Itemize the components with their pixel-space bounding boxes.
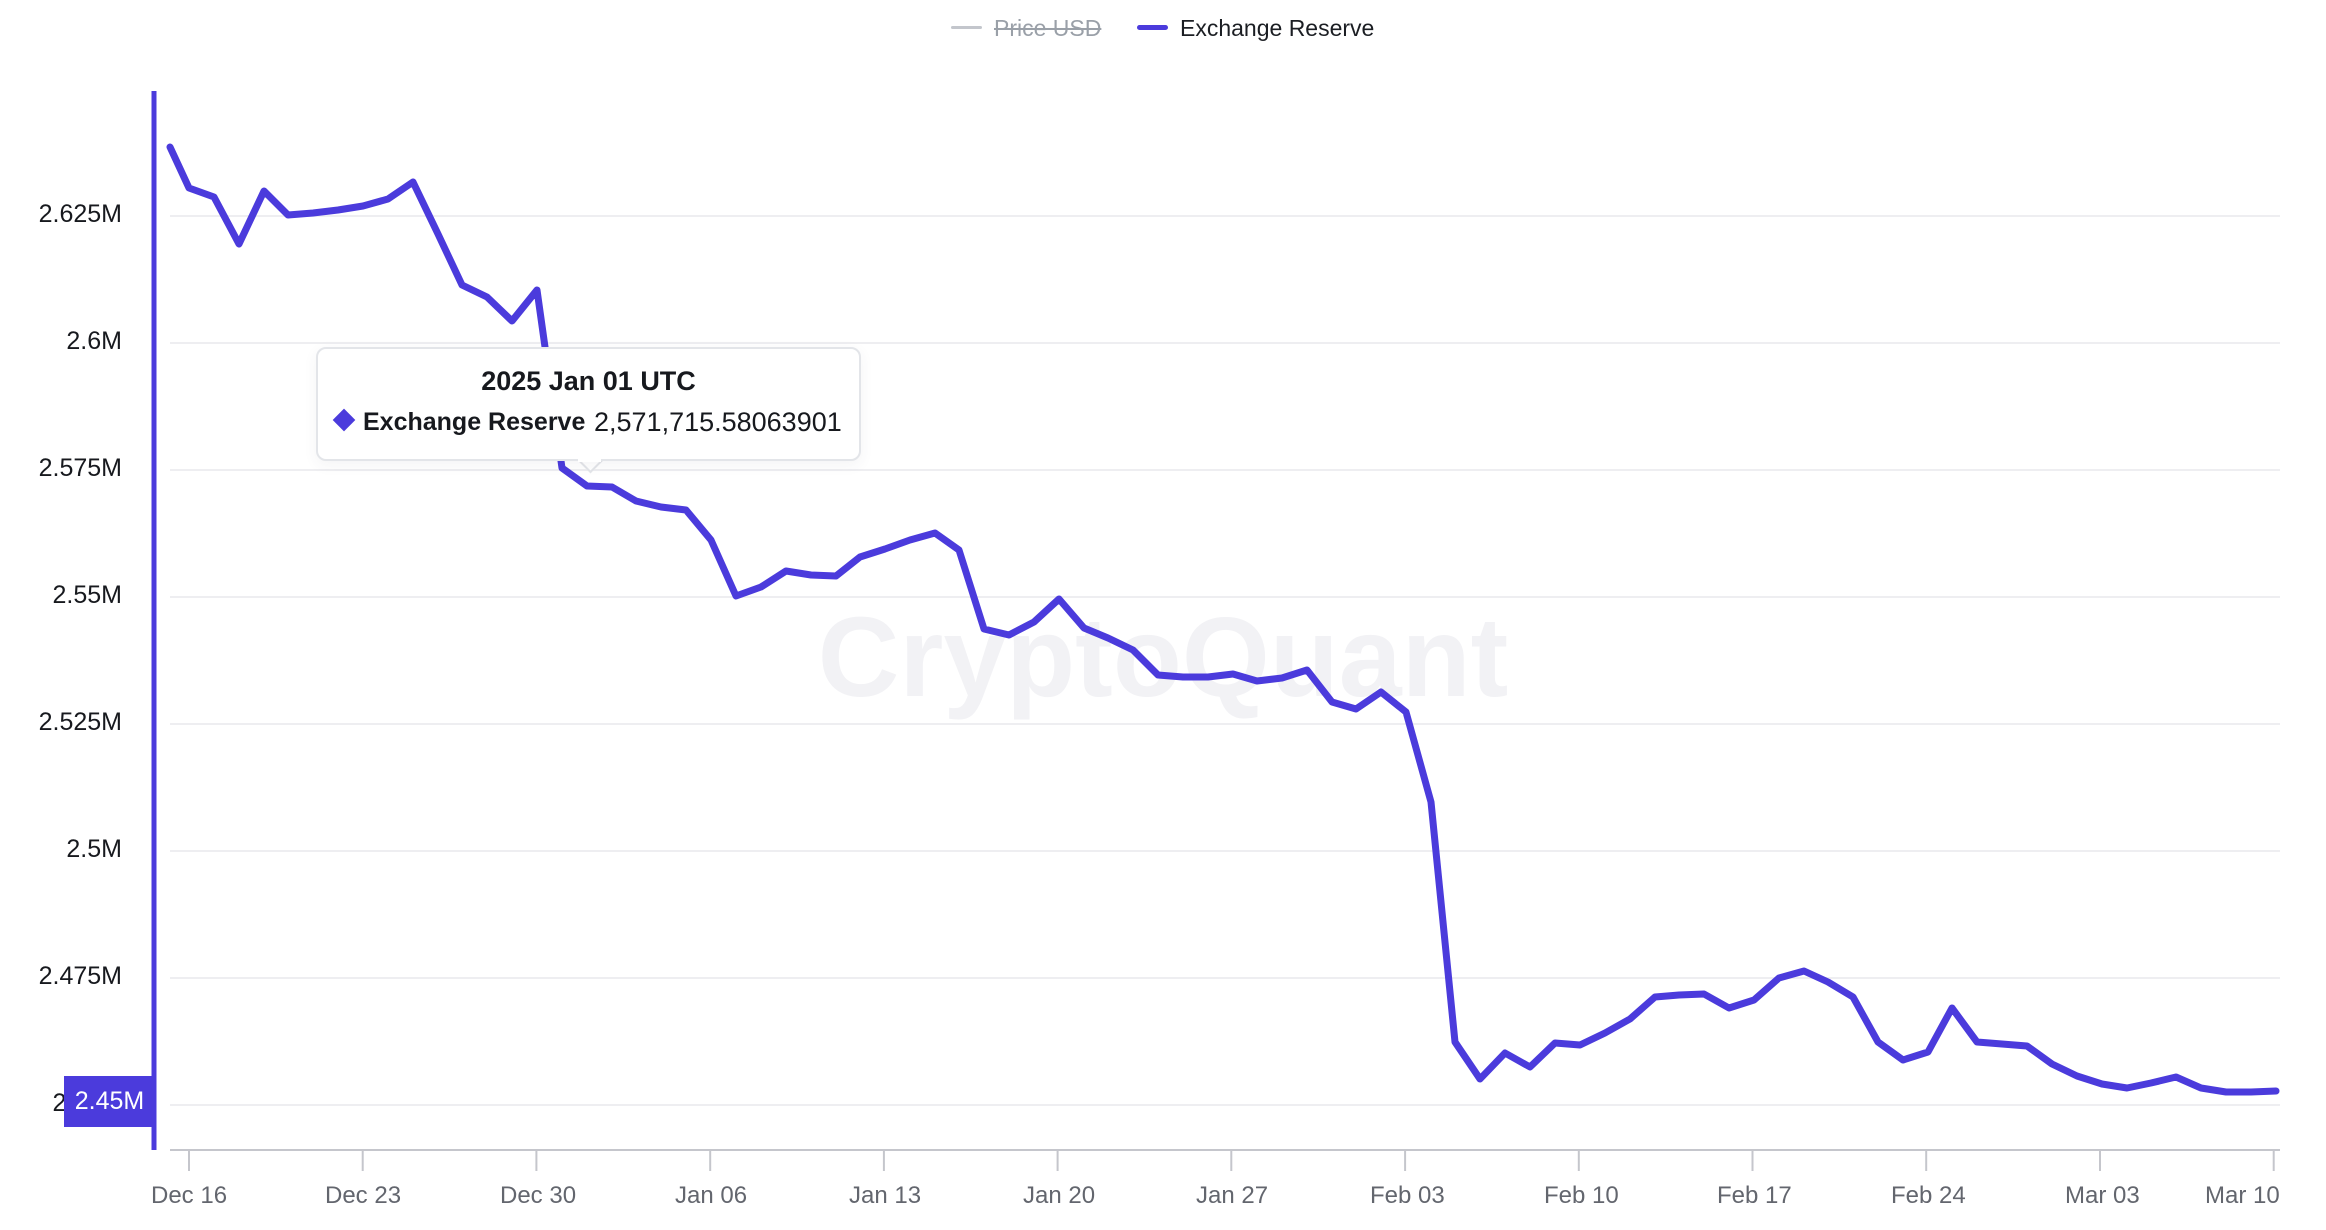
svg-text:CryptoQuant: CryptoQuant — [818, 594, 1509, 720]
